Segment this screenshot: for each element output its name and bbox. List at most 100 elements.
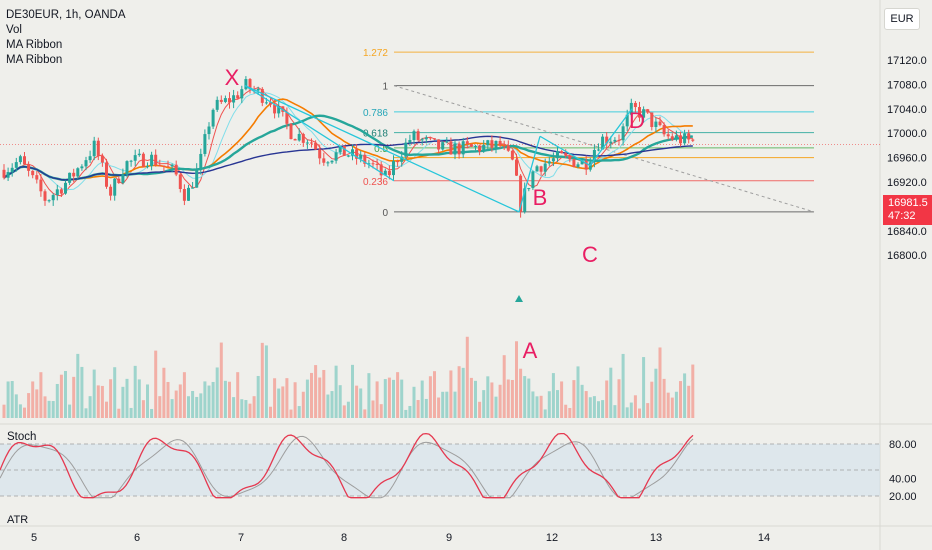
candle-body <box>318 149 322 159</box>
candle-body <box>322 158 326 163</box>
candle-body <box>449 141 453 155</box>
candle-body <box>666 134 670 137</box>
volume-bar <box>502 355 506 418</box>
stoch-tick-label: 80.00 <box>889 439 917 451</box>
candle-body <box>679 135 682 144</box>
volume-bar <box>633 395 637 418</box>
volume-bar <box>416 400 420 418</box>
candle-body <box>609 141 613 144</box>
candle-body <box>264 102 268 104</box>
stoch-title[interactable]: Stoch <box>7 431 37 443</box>
volume-bar <box>597 401 600 418</box>
candle-body <box>437 139 441 150</box>
pattern-leg <box>518 136 541 213</box>
volume-bar <box>576 366 580 418</box>
candle-body <box>133 155 137 161</box>
volume-bar <box>133 365 137 418</box>
volume-bar <box>547 391 551 418</box>
fib-level-label: 1 <box>382 82 388 93</box>
candle-body <box>592 149 596 163</box>
candle-body <box>342 145 346 156</box>
volume-bar <box>305 379 309 418</box>
candle-body <box>580 160 584 165</box>
candle-body <box>248 79 252 90</box>
volume-bar <box>428 376 432 418</box>
candles[interactable] <box>2 76 695 218</box>
candle-body <box>338 145 342 153</box>
stochastic-pane[interactable]: 80.00 40.00 20.00 <box>0 432 917 503</box>
volume-bar <box>105 401 108 418</box>
volume-bar <box>478 401 482 418</box>
legend-ma-ribbon-1[interactable]: MA Ribbon <box>6 39 63 51</box>
candle-body <box>109 186 113 196</box>
candle-body <box>162 165 166 167</box>
volume-bar <box>146 384 149 418</box>
atr-title[interactable]: ATR <box>7 514 29 523</box>
volume-bar <box>293 382 297 418</box>
candle-body <box>572 159 576 167</box>
volume-bar <box>474 380 477 418</box>
candle-body <box>482 145 486 152</box>
volume-bar <box>301 391 305 418</box>
candle-body <box>228 98 231 103</box>
pattern-leg <box>539 135 591 167</box>
volume-bar <box>658 347 662 418</box>
candle-body <box>625 114 629 127</box>
volume-bar <box>396 372 400 418</box>
candle-body <box>531 171 535 189</box>
volume-bar <box>445 391 449 418</box>
candle-body <box>486 140 490 146</box>
candle-body <box>490 140 494 148</box>
volume-bar <box>355 385 359 418</box>
currency-button[interactable]: EUR <box>884 8 920 30</box>
volume-bar <box>281 386 285 418</box>
candle-body <box>187 187 190 201</box>
candle-body <box>387 170 391 176</box>
candle-body <box>88 156 92 161</box>
candle-body <box>515 159 518 176</box>
fibonacci-retracement[interactable]: 1.272 1 0.786 0.618 0.5 0.236 0 <box>0 48 880 219</box>
candle-body <box>170 164 174 167</box>
volume-bar <box>14 394 18 418</box>
candle-body <box>199 153 203 169</box>
symbol-title[interactable]: DE30EUR, 1h, OANDA <box>6 9 126 21</box>
xabcd-pattern[interactable]: X A B C D <box>225 65 645 363</box>
volume-bar <box>129 407 133 418</box>
volume-bar <box>330 391 334 418</box>
volume-bar <box>551 373 555 418</box>
volume-bar <box>117 408 121 418</box>
volume-bar <box>43 396 47 418</box>
volume-bar <box>84 408 88 418</box>
volume-bar <box>674 391 678 418</box>
volume-bar <box>297 406 301 418</box>
price-tick-label: 17000.0 <box>887 128 927 140</box>
candle-body <box>465 141 469 145</box>
volume-bar <box>441 391 445 418</box>
fib-trend-line <box>393 85 815 213</box>
volume-bar <box>72 376 76 418</box>
candle-body <box>506 145 510 151</box>
candle-body <box>351 149 354 156</box>
volume-bar <box>527 378 531 418</box>
legend-volume[interactable]: Vol <box>6 24 22 36</box>
candle-body <box>154 154 158 166</box>
volume-bar <box>342 405 346 418</box>
candle-body <box>236 95 240 99</box>
volume-bar <box>141 400 145 418</box>
pattern-leg <box>589 108 633 166</box>
candle-body <box>392 161 395 176</box>
volume-bar <box>687 385 691 418</box>
volume-bar <box>449 370 453 418</box>
candle-body <box>535 166 539 172</box>
candle-body <box>273 104 277 114</box>
candle-body <box>683 133 687 144</box>
volume-bar <box>88 396 92 418</box>
volume-bar <box>539 395 543 418</box>
candle-body <box>674 135 678 140</box>
volume-bar <box>638 408 641 418</box>
legend-ma-ribbon-2[interactable]: MA Ribbon <box>6 54 63 66</box>
volume-bar <box>125 378 129 418</box>
volume-bar <box>109 379 113 418</box>
volume-bar <box>400 379 404 418</box>
